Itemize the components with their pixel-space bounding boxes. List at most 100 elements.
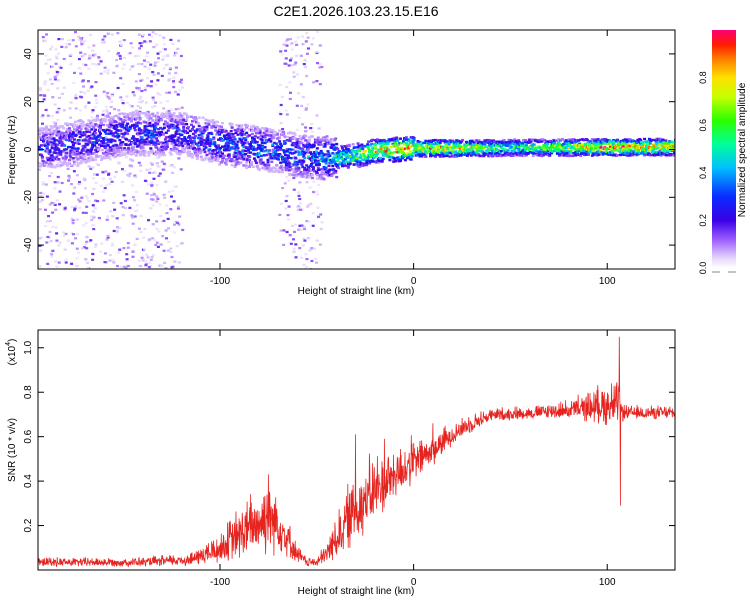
spectrogram-band-cell bbox=[403, 158, 407, 162]
spectrogram-band-cell bbox=[147, 154, 151, 157]
spectrogram-band-cell bbox=[149, 135, 153, 138]
spectrogram-scatter-cell bbox=[151, 253, 155, 256]
spectrogram-scatter-cell bbox=[140, 100, 144, 103]
spectrogram-band-cell bbox=[313, 159, 317, 162]
spectrogram-band-cell bbox=[632, 146, 636, 149]
spectrogram-band-cell bbox=[125, 117, 129, 121]
spectrogram-band-cell bbox=[495, 151, 499, 155]
spectrogram-band-cell bbox=[170, 134, 174, 137]
spectrogram-band-cell bbox=[343, 158, 347, 161]
spectrogram-scatter-cell bbox=[51, 225, 55, 228]
spectrogram-band-cell bbox=[134, 154, 138, 157]
spectrogram-scatter-cell bbox=[153, 140, 156, 143]
spectrogram-band-cell bbox=[304, 135, 308, 138]
spectrogram-scatter-cell bbox=[94, 243, 98, 246]
spectrogram-scatter-cell bbox=[167, 91, 171, 94]
spectrogram-band-cell bbox=[317, 163, 321, 166]
spectrogram-band-cell bbox=[657, 151, 661, 155]
spectrogram-scatter-cell bbox=[139, 106, 142, 109]
spectrogram-scatter-cell bbox=[294, 61, 298, 64]
spectrogram-scatter-cell bbox=[46, 58, 50, 61]
spectrogram-band-cell bbox=[460, 151, 464, 154]
spectrogram-band-cell bbox=[75, 148, 79, 151]
spectrogram-band-cell bbox=[386, 152, 390, 155]
spectrogram-band-cell bbox=[314, 150, 318, 153]
spectrogram-scatter-cell bbox=[312, 247, 316, 250]
spectrogram-band-cell bbox=[148, 141, 152, 144]
spectrogram-band-cell bbox=[222, 130, 226, 133]
spectrogram-scatter-cell bbox=[39, 195, 43, 198]
spectrogram-band-cell bbox=[184, 138, 188, 141]
spectrogram-band-cell bbox=[113, 115, 117, 118]
spectrogram-band-cell bbox=[420, 153, 424, 156]
spectrogram-band-cell bbox=[285, 163, 289, 167]
spectrogram-band-cell bbox=[528, 140, 532, 144]
spectrogram-scatter-cell bbox=[173, 185, 177, 188]
spectrogram-band-cell bbox=[183, 150, 187, 153]
spectrogram-scatter-cell bbox=[292, 71, 296, 74]
spectrogram-band-cell bbox=[334, 137, 338, 140]
spectrogram-band-cell bbox=[209, 138, 213, 141]
spectrogram-band-cell bbox=[654, 147, 658, 150]
spectrogram-band-cell bbox=[322, 153, 326, 156]
spectrogram-scatter-cell bbox=[57, 52, 61, 55]
spectrogram-scatter-cell bbox=[105, 94, 109, 97]
spectrogram-band-cell bbox=[260, 139, 264, 142]
spectrogram-band-cell bbox=[189, 140, 192, 143]
spectrogram-band-cell bbox=[280, 144, 283, 147]
spectrogram-band-cell bbox=[387, 151, 391, 154]
spectrogram-scatter-cell bbox=[84, 211, 88, 214]
spectrogram-scatter-cell bbox=[104, 105, 108, 108]
spectrogram-band-cell bbox=[174, 143, 178, 146]
spectrogram-band-cell bbox=[369, 149, 373, 152]
spectrogram-band-cell bbox=[84, 127, 88, 130]
spectrogram-scatter-cell bbox=[122, 169, 126, 172]
spectrogram-band-cell bbox=[191, 154, 194, 157]
spectrogram-band-cell bbox=[320, 156, 324, 159]
spectrogram-band-cell bbox=[557, 142, 561, 145]
spectrogram-scatter-cell bbox=[135, 209, 139, 212]
spectrogram-band-cell bbox=[639, 143, 643, 146]
spectrogram-band-cell bbox=[230, 123, 234, 126]
spectrogram-scatter-cell bbox=[312, 190, 316, 194]
spectrogram-band-cell bbox=[137, 127, 141, 130]
spectrogram-band-cell bbox=[451, 150, 455, 153]
spectrogram-scatter-cell bbox=[91, 192, 95, 196]
spectrogram-scatter-cell bbox=[101, 38, 105, 41]
spectrogram-band-cell bbox=[304, 170, 308, 174]
spectrogram-band-cell bbox=[193, 134, 197, 138]
spectrogram-band-cell bbox=[366, 159, 370, 163]
spectrogram-scatter-cell bbox=[285, 195, 289, 198]
spectrogram-scatter-cell bbox=[288, 81, 292, 84]
spectrogram-band-cell bbox=[595, 141, 599, 144]
spectrogram-band-cell bbox=[122, 119, 126, 122]
spectrogram-scatter-cell bbox=[145, 192, 149, 195]
spectrogram-band-cell bbox=[401, 149, 404, 153]
spectrogram-scatter-cell bbox=[84, 236, 88, 239]
spectrogram-band-cell bbox=[57, 153, 61, 156]
spectrogram-band-cell bbox=[558, 139, 562, 142]
spectrogram-band-cell bbox=[250, 163, 253, 166]
spectrogram-scatter-cell bbox=[169, 164, 172, 167]
spectrogram-band-cell bbox=[475, 152, 479, 155]
spectrogram-band-cell bbox=[434, 144, 438, 147]
spectrogram-band-cell bbox=[311, 176, 314, 180]
spectrogram-scatter-cell bbox=[108, 177, 112, 180]
spectrogram-scatter-cell bbox=[135, 109, 138, 112]
spectrogram-band-cell bbox=[97, 148, 101, 151]
spectrogram-band-cell bbox=[208, 148, 212, 151]
spectrogram-band-cell bbox=[111, 154, 115, 157]
spectrogram-band-cell bbox=[130, 117, 134, 121]
spectrogram-band-cell bbox=[271, 143, 275, 146]
spectrogram-band-cell bbox=[282, 130, 285, 134]
spectrogram-band-cell bbox=[189, 129, 192, 133]
spectrogram-band-cell bbox=[523, 153, 526, 156]
spectrogram-band-cell bbox=[238, 128, 242, 131]
spectrogram-band-cell bbox=[396, 139, 400, 142]
spectrogram-band-cell bbox=[207, 123, 211, 126]
spectrogram-scatter-cell bbox=[166, 53, 169, 57]
spectrogram-band-cell bbox=[366, 158, 370, 161]
spectrogram-band-cell bbox=[201, 116, 205, 119]
spectrogram-band-cell bbox=[112, 144, 116, 147]
spectrogram-band-cell bbox=[449, 145, 453, 149]
